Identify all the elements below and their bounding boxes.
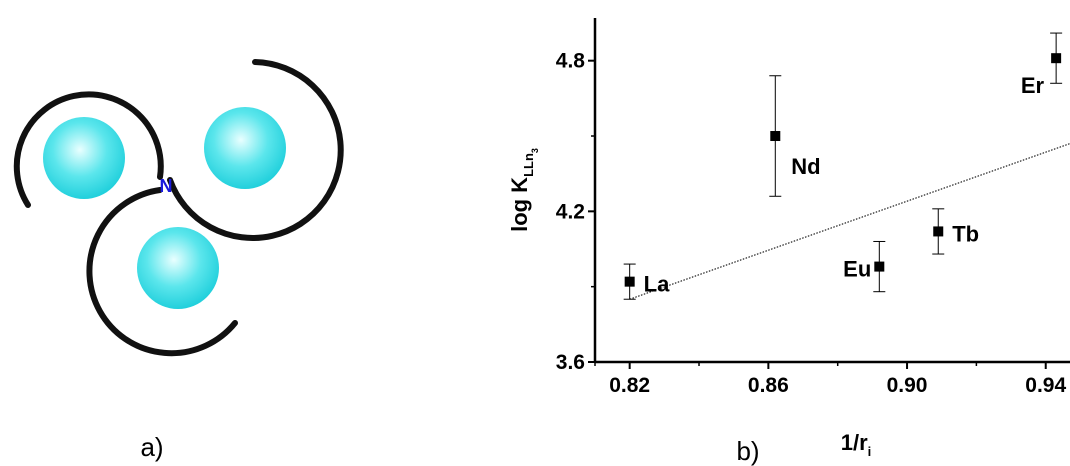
x-axis-title: 1/ri [841,430,872,459]
point-marker [770,131,781,142]
data-point-er: Er [1021,32,1063,98]
sphere-left [43,117,125,199]
ticks: 0.82 0.86 0.90 0.94 3.6 4.2 4.8 [556,50,1067,397]
point-label: Tb [952,221,979,246]
data-point-nd: Nd [769,75,821,197]
panel-b-label: b) [736,436,759,466]
sphere-bottom [137,227,219,309]
plot-area: La Nd Eu Tb Er [623,32,1070,300]
point-marker [1051,53,1062,64]
data-point-la: La [623,263,670,300]
arc-bottom [86,187,238,357]
x-tick-label: 0.90 [887,374,928,397]
y-tick-label: 3.6 [556,351,585,374]
sphere-right [204,107,286,189]
data-point-tb: Tb [932,208,979,255]
point-label: Er [1021,73,1045,98]
nitrogen-label: N [160,176,173,196]
arc-left [13,91,164,208]
point-marker [624,276,635,287]
point-label: Eu [843,257,871,282]
arc-right [167,59,344,241]
x-tick-label: 0.82 [609,374,650,397]
y-axis-title: log KLLn3 [507,148,540,232]
point-marker [874,261,885,272]
y-tick-label: 4.2 [556,200,585,223]
x-tick-label: 0.86 [748,374,789,397]
x-tick-label: 0.94 [1025,374,1066,397]
axes [593,18,1070,364]
y-tick-label: 4.8 [556,50,586,73]
panel-b-chart: La Nd Eu Tb Er 0.82 0.86 0.90 0.94 3.6 4.2 4.8 1/r… [507,18,1070,466]
point-marker [933,226,944,237]
point-label: Nd [791,154,820,179]
point-label: La [644,272,670,297]
data-point-eu: Eu [843,240,886,293]
panel-a-diagram: N a) [13,59,344,462]
panel-a-label: a) [140,432,163,462]
